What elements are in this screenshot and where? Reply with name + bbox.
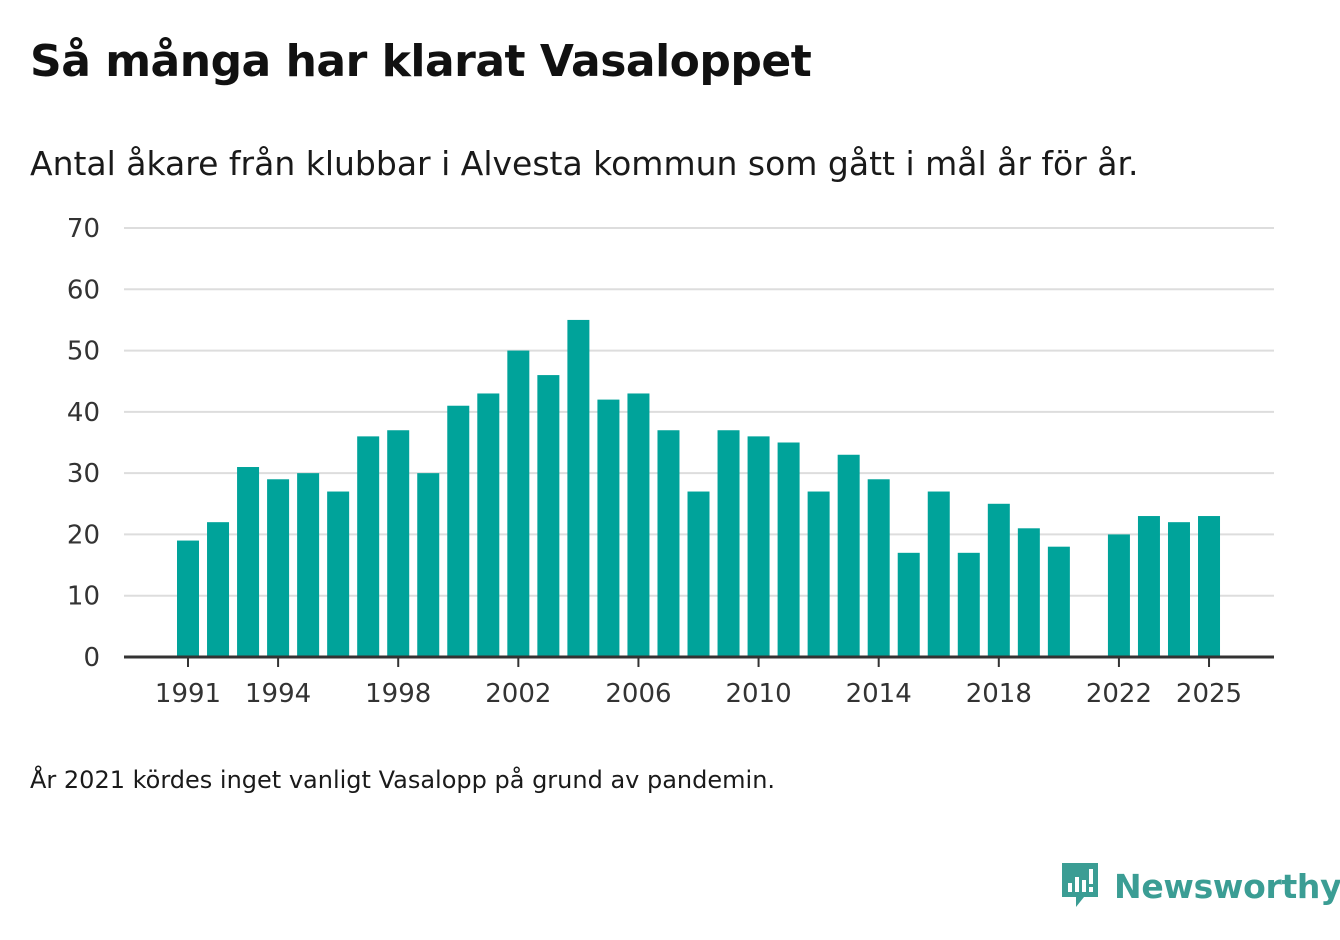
x-tick-label-1991: 1991 (155, 679, 221, 709)
bar-2009 (717, 430, 740, 657)
y-tick-label-60: 60 (67, 275, 100, 305)
brand-name: Newsworthy (1114, 866, 1340, 906)
footnote: År 2021 kördes inget vanligt Vasalopp på… (30, 766, 776, 794)
x-axis-tick-labels: 1991 1994 1998 2002 2006 2010 2014 2018 2022 2025 (155, 679, 1242, 709)
y-tick-label-30: 30 (67, 459, 100, 489)
bar-1998 (387, 430, 410, 657)
bar-2008 (687, 491, 710, 657)
bar-2023 (1137, 516, 1160, 657)
x-tick-label-1994: 1994 (245, 679, 311, 709)
bar-2013 (837, 454, 860, 657)
bar-2022 (1107, 534, 1130, 657)
x-tick-label-2018: 2018 (966, 679, 1032, 709)
y-tick-label-70: 70 (67, 214, 100, 244)
y-axis-tick-labels: 0 10 20 30 40 50 60 70 (67, 214, 100, 673)
bar-2004 (567, 319, 590, 657)
bar-1994 (267, 479, 290, 657)
bar-1996 (327, 491, 350, 657)
bar-1993 (237, 467, 260, 657)
bar-2011 (777, 442, 800, 657)
bar-2016 (927, 491, 950, 657)
bar-2014 (867, 479, 890, 657)
bar-2007 (657, 430, 680, 657)
x-tick-label-2010: 2010 (725, 679, 791, 709)
newsworthy-logo-icon (1062, 863, 1098, 907)
bar-2018 (987, 503, 1010, 657)
x-tick-label-1998: 1998 (365, 679, 431, 709)
bar-2025 (1198, 516, 1221, 657)
bar-2017 (957, 552, 980, 657)
bar-chart: 0 10 20 30 40 50 60 70 1991 1994 1998 2002 2006 2010… (67, 214, 1274, 709)
chart-subtitle: Antal åkare från klubbar i Alvesta kommu… (30, 144, 1139, 183)
bar-2001 (477, 393, 500, 657)
bar-2015 (897, 552, 920, 657)
bar-2010 (747, 436, 770, 657)
bar-1999 (417, 473, 440, 657)
y-tick-label-40: 40 (67, 398, 100, 428)
bar-1995 (297, 473, 320, 657)
chart-title: Så många har klarat Vasaloppet (30, 36, 812, 87)
bar-2006 (627, 393, 650, 657)
x-tick-label-2002: 2002 (485, 679, 551, 709)
x-tick-label-2022: 2022 (1086, 679, 1152, 709)
brand-logo[interactable]: Newsworthy (1060, 860, 1340, 912)
bar-2000 (447, 405, 470, 657)
bar-1992 (207, 522, 230, 657)
bar-2002 (507, 350, 530, 657)
y-tick-label-10: 10 (67, 582, 100, 612)
x-tick-label-2006: 2006 (605, 679, 671, 709)
y-tick-label-50: 50 (67, 337, 100, 367)
x-tick-label-2014: 2014 (846, 679, 912, 709)
x-tick-label-2025: 2025 (1176, 679, 1242, 709)
bar-1991 (177, 540, 199, 657)
y-tick-label-0: 0 (83, 643, 100, 673)
bar-1997 (357, 436, 380, 657)
bar-2005 (597, 399, 620, 657)
bar-2019 (1017, 528, 1040, 657)
y-tick-label-20: 20 (67, 520, 100, 550)
bar-2024 (1167, 522, 1190, 657)
bar-2012 (807, 491, 830, 657)
x-axis (124, 655, 1274, 667)
bar-2003 (537, 375, 560, 657)
bars (177, 319, 1221, 657)
bar-2020 (1047, 546, 1070, 657)
